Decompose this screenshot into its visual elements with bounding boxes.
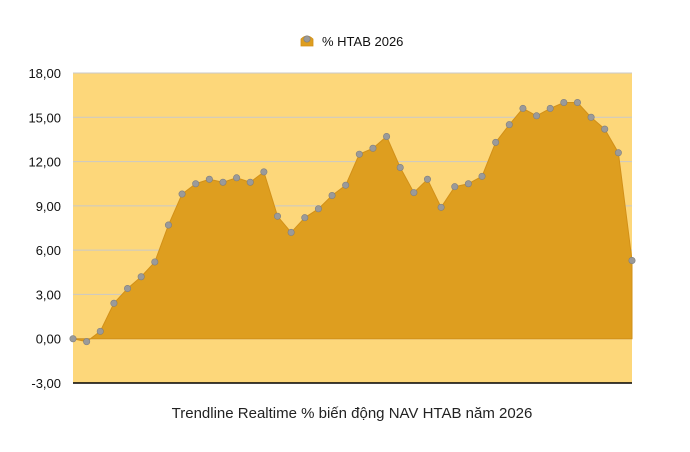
data-point — [533, 112, 541, 120]
data-point — [587, 113, 595, 121]
data-point — [246, 178, 254, 186]
data-point — [369, 144, 377, 152]
y-tick-label: 6,00 — [36, 243, 61, 258]
data-point — [560, 99, 568, 107]
data-point — [178, 190, 186, 198]
y-tick-label: 18,00 — [28, 66, 61, 81]
y-tick-label: 9,00 — [36, 199, 61, 214]
data-point — [396, 163, 404, 171]
data-point — [478, 172, 486, 180]
data-point — [437, 203, 445, 211]
data-point — [519, 104, 527, 112]
data-point — [423, 175, 431, 183]
data-point — [287, 228, 295, 236]
data-point — [205, 175, 213, 183]
data-point — [301, 214, 309, 222]
data-point — [383, 132, 391, 140]
data-point — [342, 181, 350, 189]
data-markers — [69, 99, 636, 346]
legend-dot — [303, 35, 311, 43]
data-point — [192, 180, 200, 188]
y-tick-label: 15,00 — [28, 110, 61, 125]
legend-marker — [300, 35, 314, 47]
data-point — [410, 189, 418, 197]
data-point — [164, 221, 172, 229]
data-point — [137, 273, 145, 281]
y-tick-label: 0,00 — [36, 332, 61, 347]
y-tick-label: -3,00 — [31, 376, 61, 391]
data-point — [83, 338, 91, 346]
data-point — [464, 180, 472, 188]
data-point — [451, 183, 459, 191]
y-tick-label: 3,00 — [36, 287, 61, 302]
data-point — [328, 192, 336, 200]
data-point — [219, 178, 227, 186]
data-point — [546, 104, 554, 112]
data-point — [260, 168, 268, 176]
data-point — [151, 258, 159, 266]
data-point — [233, 174, 241, 182]
data-point — [96, 327, 104, 335]
data-point — [274, 212, 282, 220]
chart-title: Trendline Realtime % biến động NAV HTAB … — [172, 405, 533, 422]
data-point — [601, 125, 609, 133]
data-point — [628, 256, 636, 264]
data-point — [492, 138, 500, 146]
data-point — [314, 205, 322, 213]
legend: % HTAB 2026 — [300, 34, 403, 49]
y-tick-label: 12,00 — [28, 155, 61, 170]
data-point — [110, 299, 118, 307]
data-point — [124, 285, 132, 293]
y-axis-tick-labels: -3,00 0,00 3,00 6,00 9,00 12,00 15,00 18,00 — [28, 66, 61, 391]
data-point — [69, 335, 77, 343]
data-point — [614, 149, 622, 157]
data-point — [505, 121, 513, 129]
legend-label: % HTAB 2026 — [322, 34, 403, 49]
data-point — [573, 99, 581, 107]
data-point — [355, 150, 363, 158]
